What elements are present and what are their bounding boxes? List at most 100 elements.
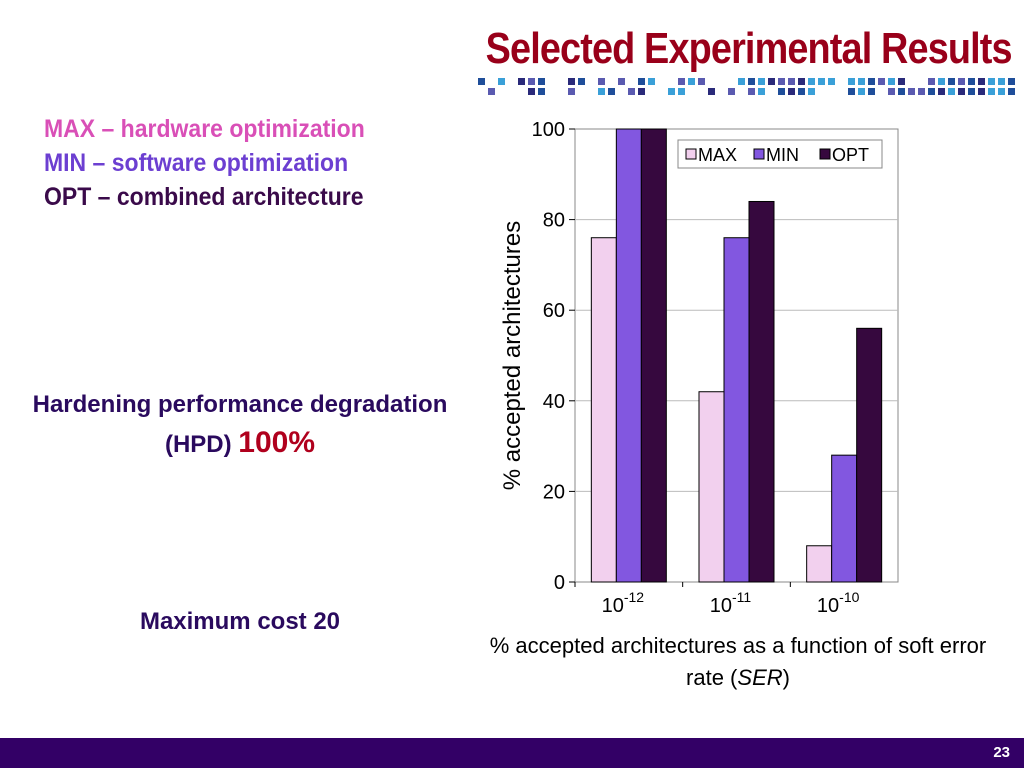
bar-opt [748, 200, 775, 583]
decoration-square [598, 78, 605, 85]
decoration-square [888, 78, 895, 85]
decoration-square [528, 78, 535, 85]
decoration-square [768, 78, 775, 85]
decoration-square [598, 88, 605, 95]
decoration-square [858, 78, 865, 85]
decoration-square [498, 78, 505, 85]
bar-max [806, 545, 833, 583]
decoration-square [798, 88, 805, 95]
y-tick-label: 100 [532, 119, 565, 141]
hpd-note: Hardening performance degradation (HPD) … [30, 386, 450, 464]
decoration-square [478, 78, 485, 85]
decoration-square [788, 78, 795, 85]
y-tick-label: 0 [554, 572, 565, 594]
decoration-square [928, 78, 935, 85]
decoration-square [988, 78, 995, 85]
legend-label-min: MIN [766, 145, 799, 165]
definition-max: MAX – hardware optimization [44, 115, 365, 143]
chart-caption: % accepted architectures as a function o… [470, 630, 1006, 694]
legend-box [677, 139, 883, 169]
decoration-square [948, 88, 955, 95]
definition-opt: OPT – combined architecture [44, 183, 364, 211]
hpd-text: Hardening performance degradation (HPD) [32, 391, 448, 458]
bar-chart: 0 20 40 60 80 100 10-12 10-11 10-10 % accepted ar… [499, 119, 899, 617]
decoration-square [538, 88, 545, 95]
decoration-square [978, 78, 985, 85]
decoration-square [988, 88, 995, 95]
decoration-square [788, 88, 795, 95]
decoration-square [938, 78, 945, 85]
slide-title: Selected Experimental Results [485, 24, 1013, 73]
decoration-square [618, 78, 625, 85]
decoration-square [958, 88, 965, 95]
footer-bar: 23 [0, 738, 1024, 768]
decoration-square [868, 78, 875, 85]
decoration-square [578, 78, 585, 85]
decoration-square [998, 88, 1005, 95]
decoration-square [778, 78, 785, 85]
decoration-square [818, 78, 825, 85]
y-axis-label: % accepted architectures [499, 221, 526, 490]
decoration-square [918, 88, 925, 95]
decoration-square [908, 88, 915, 95]
decoration-square [728, 88, 735, 95]
caption-text-after: ) [782, 665, 790, 690]
decoration-square [568, 78, 575, 85]
y-tick-label: 20 [543, 481, 565, 503]
legend-swatch-min [753, 148, 765, 160]
y-tick-label: 80 [543, 210, 565, 232]
decoration-square [928, 88, 935, 95]
decoration-square [798, 78, 805, 85]
legend-swatch-max [685, 148, 697, 160]
decoration-square [758, 78, 765, 85]
definition-min: MIN – software optimization [44, 149, 349, 177]
bar-max [590, 237, 617, 583]
decoration-square [488, 88, 495, 95]
bar-min [615, 128, 642, 583]
max-cost-note: Maximum cost 20 [139, 608, 341, 635]
decoration-square [528, 88, 535, 95]
decoration-square [978, 88, 985, 95]
page-number: 23 [993, 744, 1010, 761]
decoration-square [638, 88, 645, 95]
decoration-square [1008, 78, 1015, 85]
decoration-square [998, 78, 1005, 85]
y-tick-label: 40 [543, 391, 565, 413]
bar-opt [640, 128, 667, 583]
x-tick-label: 10-12 [602, 589, 645, 617]
decoration-square [878, 78, 885, 85]
decoration-square [938, 88, 945, 95]
decoration-square [678, 78, 685, 85]
decoration-square [848, 88, 855, 95]
decoration-square [898, 78, 905, 85]
decoration-square [748, 88, 755, 95]
decoration-square [688, 78, 695, 85]
series-definitions: MAX – hardware optimization MIN – softwa… [44, 112, 393, 214]
x-tick-label: 10-10 [817, 589, 860, 617]
decoration-square [958, 78, 965, 85]
hpd-value: 100% [238, 426, 316, 459]
bar-min [723, 237, 750, 583]
decoration-square [948, 78, 955, 85]
caption-text-before: % accepted architectures as a function o… [489, 633, 987, 690]
legend-swatch-opt [819, 148, 831, 160]
decoration-square [758, 88, 765, 95]
decoration-square [868, 88, 875, 95]
decoration-square [968, 78, 975, 85]
decoration-square [898, 88, 905, 95]
decoration-square [538, 78, 545, 85]
bar-max [698, 391, 725, 583]
decoration-square [968, 88, 975, 95]
decoration-square [698, 78, 705, 85]
bar-min [831, 454, 858, 583]
decoration-square [668, 88, 675, 95]
bar-opt [856, 327, 883, 583]
decoration-square [738, 78, 745, 85]
decoration-square [848, 78, 855, 85]
decoration-square [568, 88, 575, 95]
decoration-square [858, 88, 865, 95]
decoration-square [518, 78, 525, 85]
decoration-square [648, 78, 655, 85]
x-tick-label: 10-11 [710, 589, 752, 617]
legend-label-opt: OPT [832, 145, 869, 165]
